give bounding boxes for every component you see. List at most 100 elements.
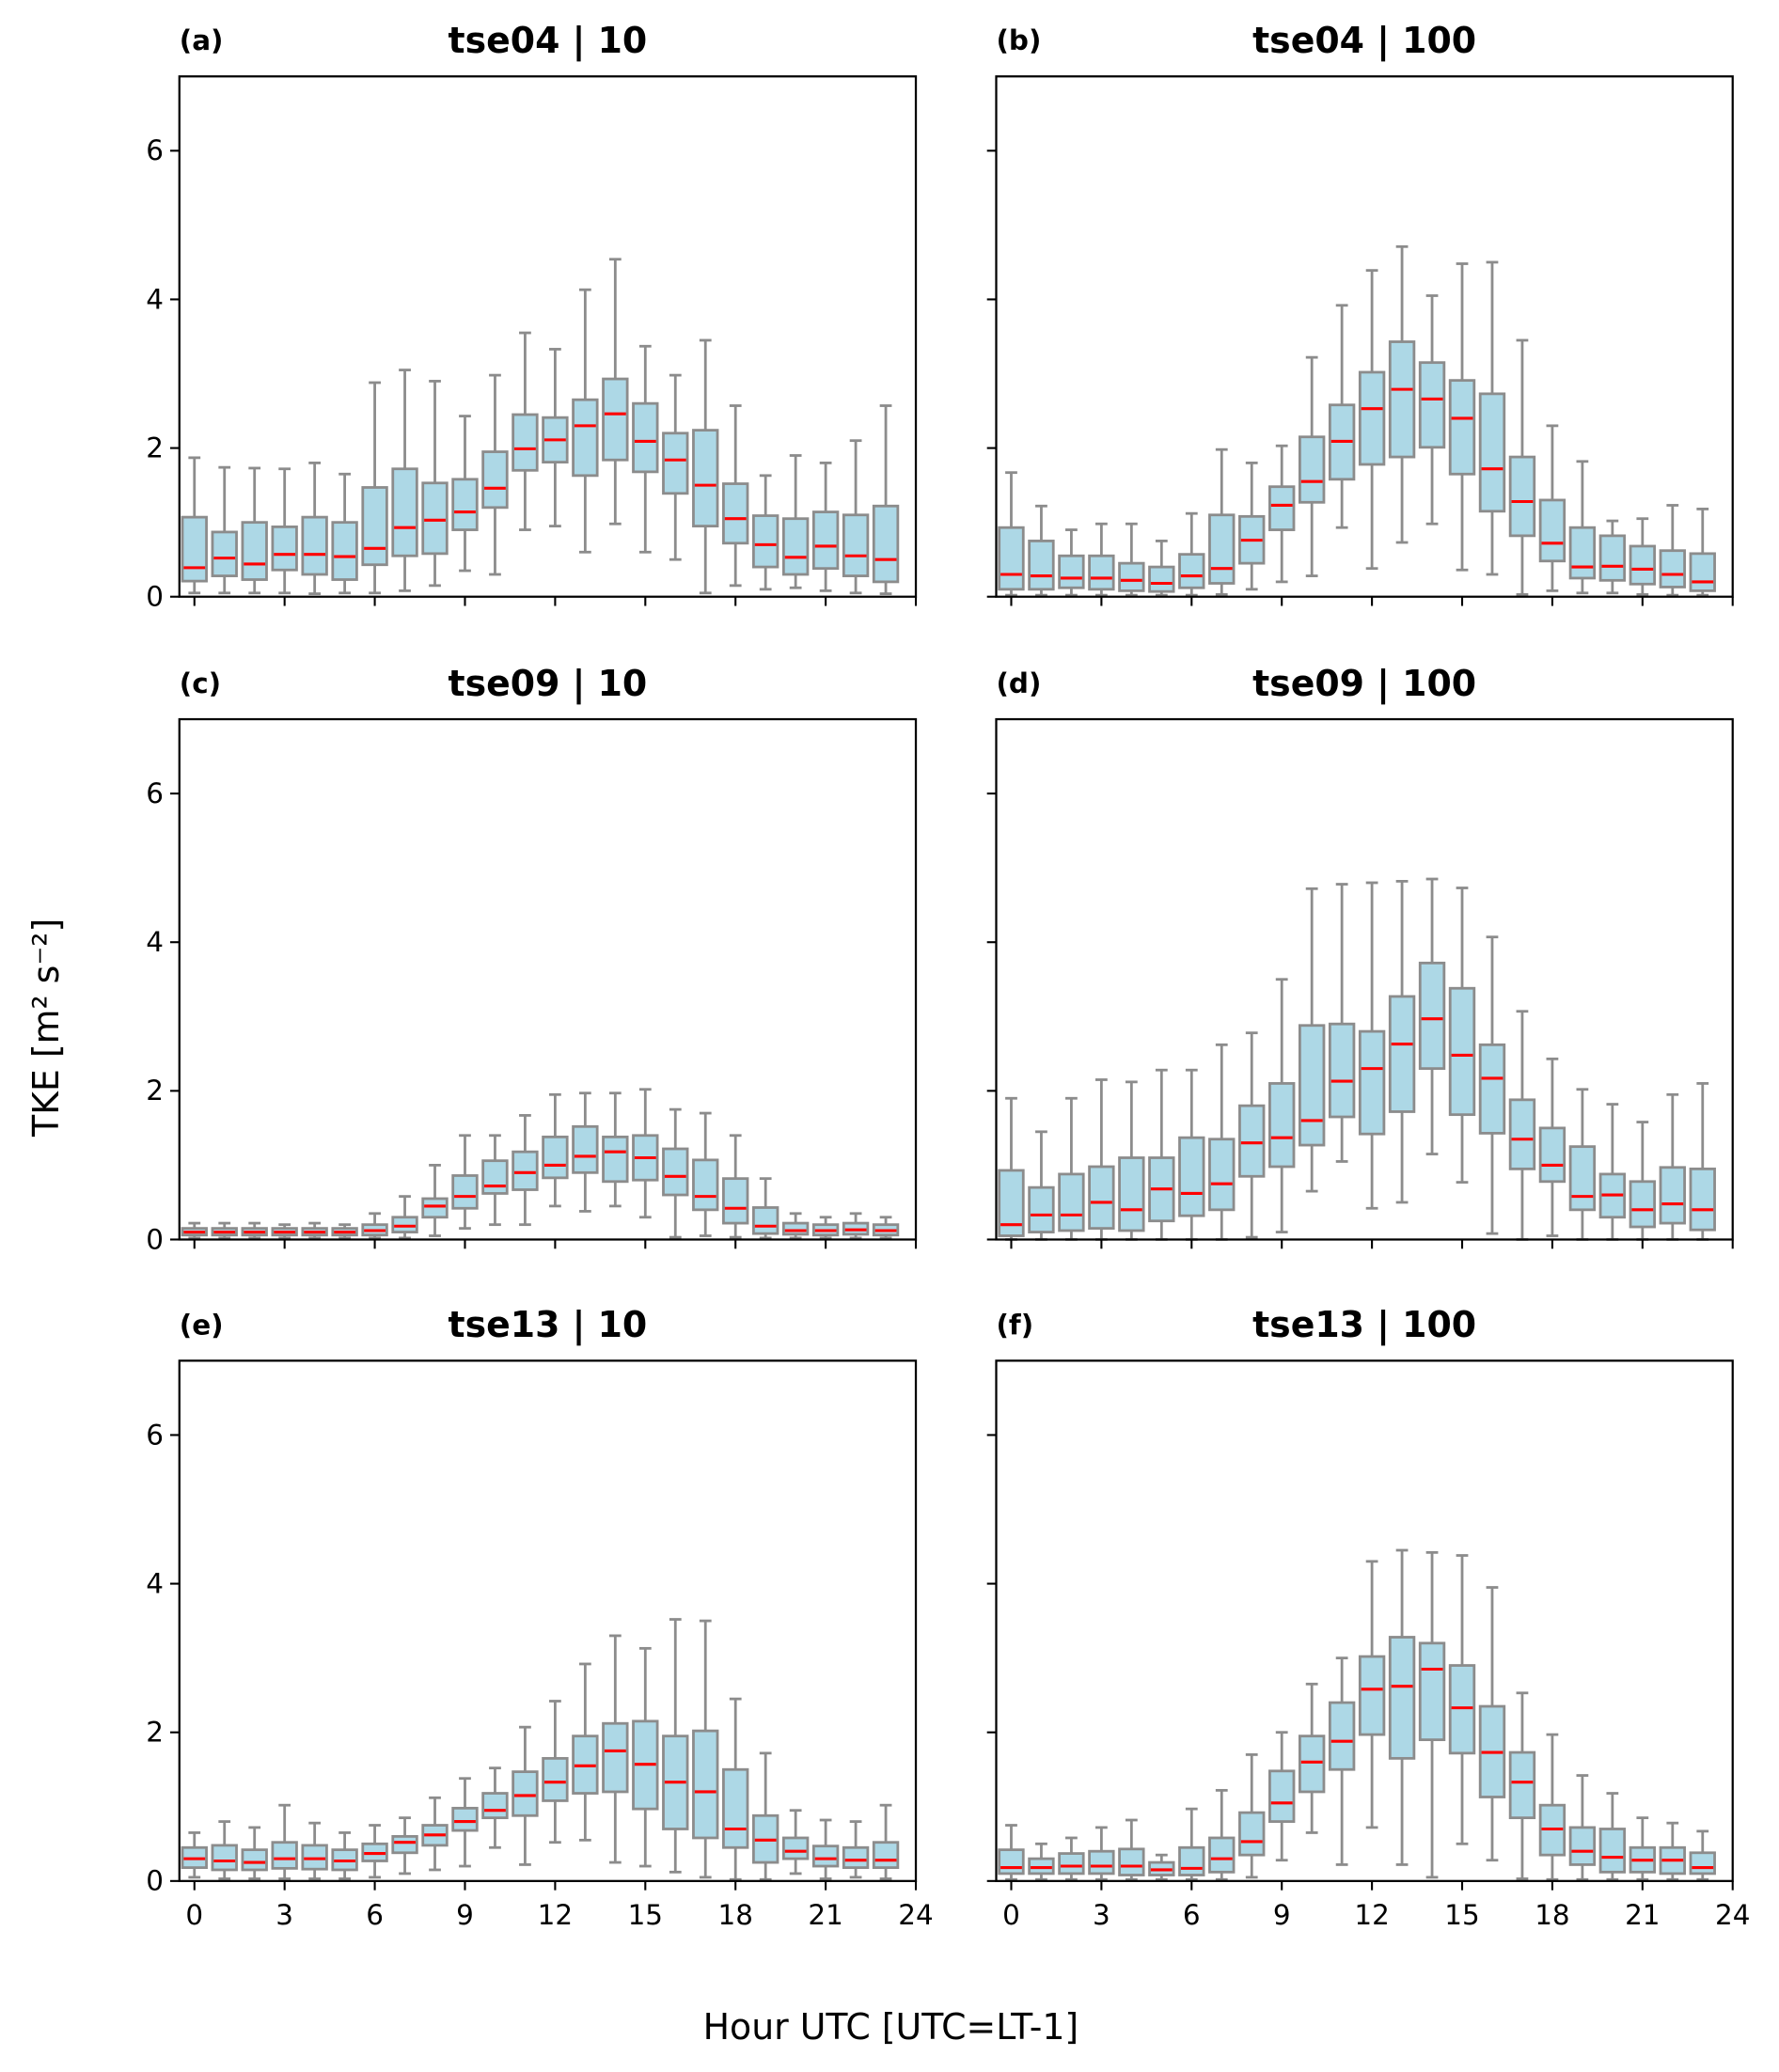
iqr-box <box>722 1177 749 1225</box>
box-hour-7 <box>1208 1043 1236 1241</box>
iqr-box <box>331 521 358 581</box>
box-hour-5 <box>1148 540 1175 597</box>
box-hour-11 <box>512 1725 539 1866</box>
iqr-box <box>1568 1145 1597 1212</box>
iqr-box <box>872 504 900 584</box>
iqr-box <box>1178 1136 1205 1217</box>
iqr-box <box>1418 1641 1446 1742</box>
iqr-box <box>811 1844 840 1868</box>
panel-title: tse13 | 10 <box>449 1304 648 1346</box>
box-hour-23 <box>872 404 900 595</box>
box-hour-5 <box>1148 1068 1175 1241</box>
iqr-box <box>751 514 779 569</box>
box-hour-4 <box>1118 1080 1145 1241</box>
box-hour-10 <box>1298 887 1326 1193</box>
iqr-box <box>781 517 810 576</box>
y-tick-label: 4 <box>146 926 164 958</box>
box-hour-16 <box>662 1107 689 1239</box>
y-tick-label: 0 <box>146 1223 164 1255</box>
iqr-box <box>1058 554 1085 589</box>
box-hour-12 <box>1358 1560 1386 1829</box>
panel-title: tse09 | 100 <box>1252 663 1476 705</box>
iqr-box <box>1538 1126 1566 1184</box>
box-hour-11 <box>512 1114 539 1227</box>
iqr-box <box>451 1174 479 1210</box>
panel-a: (a) tse04 | 10 0 2 4 6 <box>146 20 918 613</box>
plot-frame <box>995 75 1734 598</box>
box-hour-0 <box>998 471 1025 597</box>
iqr-box <box>1568 1826 1597 1866</box>
box-hour-14 <box>602 1634 629 1864</box>
box-hour-15 <box>632 344 659 554</box>
x-tick-label: 15 <box>628 1899 663 1931</box>
iqr-box <box>1028 1185 1055 1233</box>
box-hour-18 <box>722 1697 749 1881</box>
box-hour-18 <box>722 1134 749 1239</box>
y-tick-label: 2 <box>146 1717 164 1749</box>
box-hour-7 <box>391 369 418 592</box>
iqr-box <box>811 510 840 571</box>
iqr-box <box>1598 1828 1627 1874</box>
box-hour-16 <box>1478 935 1506 1235</box>
panel-letter: (e) <box>180 1309 224 1341</box>
iqr-box <box>1689 1167 1716 1232</box>
box-hour-7 <box>1208 447 1236 596</box>
box-hour-11 <box>1328 304 1356 529</box>
box-hour-3 <box>1088 522 1115 597</box>
iqr-box <box>692 429 719 528</box>
y-tick-label: 6 <box>146 1419 164 1451</box>
panel-letter: (c) <box>180 667 221 699</box>
iqr-box <box>781 1221 810 1236</box>
iqr-box <box>1298 1024 1326 1147</box>
iqr-box <box>451 478 479 531</box>
box-hour-13 <box>1388 244 1416 544</box>
iqr-box <box>542 1756 569 1802</box>
plot-frame <box>178 75 918 598</box>
box-hour-13 <box>1388 879 1416 1204</box>
box-hour-1 <box>1028 1842 1055 1881</box>
box-hour-4 <box>1118 522 1145 597</box>
iqr-box <box>662 1147 689 1197</box>
box-hour-15 <box>1448 1554 1476 1845</box>
box-hour-12 <box>542 1700 569 1844</box>
iqr-box <box>1058 1852 1085 1876</box>
iqr-box <box>451 1806 479 1832</box>
iqr-box <box>1118 1847 1145 1876</box>
box-hour-1 <box>211 465 238 595</box>
x-tick-label: 15 <box>1444 1899 1479 1931</box>
iqr-box <box>1388 995 1416 1113</box>
iqr-box <box>1538 498 1566 563</box>
iqr-box <box>1358 1029 1386 1136</box>
box-hour-15 <box>1448 262 1476 572</box>
iqr-box <box>1148 565 1175 593</box>
box-hour-20 <box>781 1809 810 1876</box>
box-hour-12 <box>542 348 569 528</box>
box-hour-3 <box>1088 1826 1115 1881</box>
box-hour-21 <box>1629 1816 1657 1881</box>
iqr-box <box>1478 392 1506 513</box>
iqr-box <box>1689 1851 1716 1876</box>
box-hour-15 <box>632 1646 659 1868</box>
panel-title: tse04 | 10 <box>449 20 648 62</box>
iqr-box <box>211 1844 238 1872</box>
iqr-box <box>1298 435 1326 504</box>
iqr-box <box>1208 1138 1236 1212</box>
iqr-box <box>1689 552 1716 592</box>
box-hour-9 <box>451 1777 479 1868</box>
box-hour-20 <box>1598 519 1627 595</box>
box-hour-19 <box>1568 1088 1597 1241</box>
iqr-box <box>1388 340 1416 459</box>
box-hour-18 <box>1538 1057 1566 1237</box>
box-hour-2 <box>241 1826 268 1880</box>
box-hour-2 <box>1058 1836 1085 1881</box>
iqr-box <box>1178 1845 1205 1876</box>
box-hour-17 <box>1508 1010 1536 1241</box>
box-hour-17 <box>692 338 719 595</box>
box-hour-17 <box>692 1619 719 1879</box>
iqr-box <box>1598 534 1627 582</box>
iqr-box <box>1208 1836 1236 1874</box>
box-hour-6 <box>1178 1807 1205 1881</box>
x-tick-label: 21 <box>1625 1899 1660 1931</box>
box-hour-23 <box>1689 1829 1716 1881</box>
